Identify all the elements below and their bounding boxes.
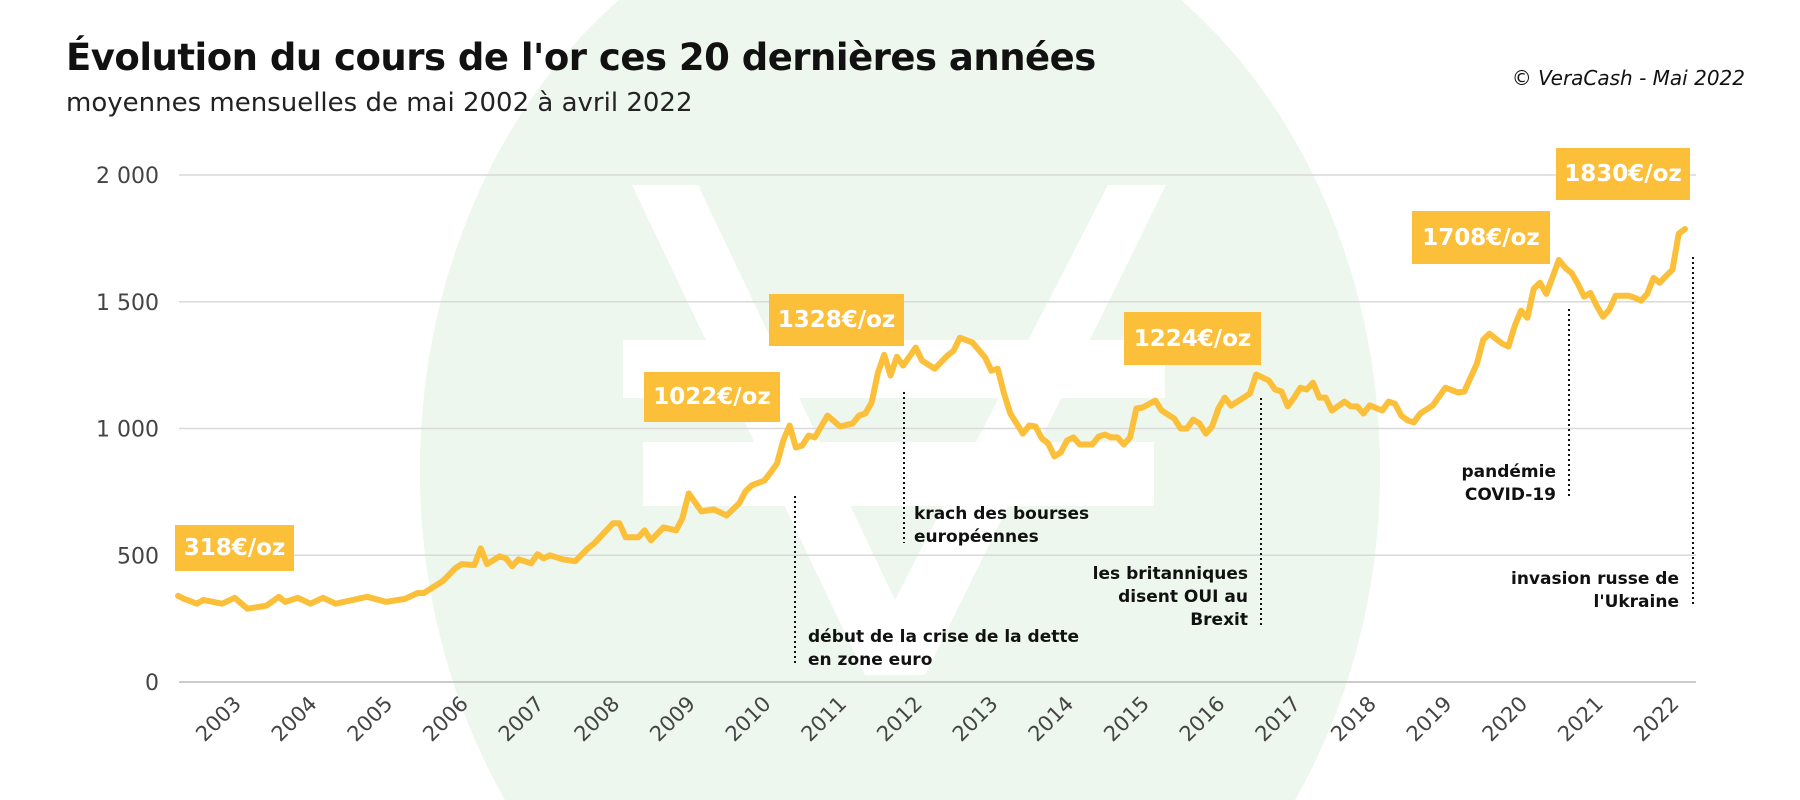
gridlines [179,174,1696,683]
watermark-v-shape [632,185,1166,675]
price-label-2020: 1708€/oz [1412,211,1550,264]
x-tick-label: 2003 [191,692,246,747]
page-title: Évolution du cours de l'or ces 20 derniè… [66,36,1096,79]
y-tick-label: 2 000 [96,164,159,189]
y-axis: 0 500 1 000 1 500 2 000 [96,164,159,696]
annotation-brexit: les britanniques disent OUI au Brexit [1093,563,1248,632]
annotation-line: krach des bourses [914,504,1090,524]
annotation-line: l'Ukraine [1593,592,1679,612]
annotation-ukraine: invasion russe de l'Ukraine [1511,568,1679,614]
credit: © VeraCash - Mai 2022 [1511,66,1745,90]
y-tick-label: 1 000 [96,418,159,443]
annotation-line: Brexit [1190,610,1248,630]
annotation-line: COVID-19 [1464,485,1556,505]
x-tick-label: 2020 [1478,692,1533,747]
annotation-market-crash: krach des bourses européennes [914,503,1089,549]
gold-price-line [175,226,1688,612]
x-tick-label: 2021 [1553,692,1608,747]
page-subtitle: moyennes mensuelles de mai 2002 à avril … [66,88,693,118]
annotation-line: pandémie [1461,462,1556,482]
x-tick-label: 2019 [1402,692,1457,747]
annotation-guides [794,257,1694,666]
x-tick-label: 2004 [267,692,322,747]
annotation-line: disent OUI au [1118,587,1248,607]
price-label-2022: 1830€/oz [1556,148,1690,200]
y-tick-label: 0 [145,671,159,696]
watermark-bar-bottom [643,442,1154,506]
price-label-2011: 1328€/oz [769,294,904,346]
price-label-2002: 318€/oz [175,525,294,571]
annotation-line: début de la crise de la dette [808,627,1080,647]
y-tick-label: 1 500 [96,291,159,316]
price-label-2010: 1022€/oz [644,372,780,422]
annotation-line: invasion russe de [1511,569,1679,589]
x-tick-label: 2005 [343,692,398,747]
y-tick-label: 500 [117,544,159,569]
annotation-line: les britanniques [1092,564,1248,584]
price-label-2016: 1224€/oz [1124,312,1261,365]
x-tick-label: 2022 [1629,692,1684,747]
veracash-logo-watermark [419,0,1381,800]
annotation-line: européennes [914,527,1039,547]
annotation-covid: pandémie COVID-19 [1461,461,1556,507]
annotation-line: en zone euro [808,650,933,670]
annotation-debt-crisis: début de la crise de la dette en zone eu… [808,626,1079,672]
